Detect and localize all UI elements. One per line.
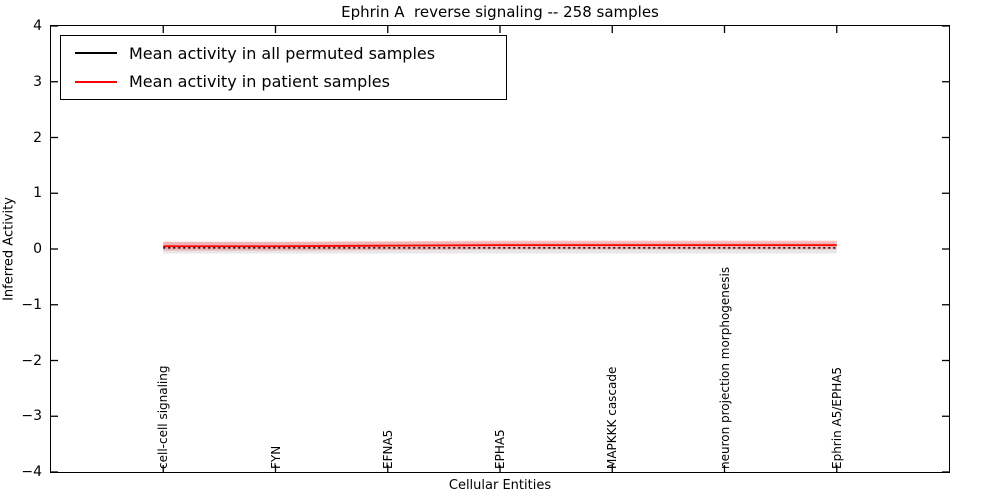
axis-ticks xyxy=(51,25,949,473)
y-axis-label: Inferred Activity xyxy=(1,197,17,301)
y-tick-label: 0 xyxy=(33,241,42,257)
y-tick-label: 2 xyxy=(33,129,42,146)
y-tick-label: −4 xyxy=(21,464,42,480)
patient-mean-line xyxy=(163,244,837,248)
x-tick-label: EPHA5 xyxy=(493,429,507,469)
x-tick-label: cell-cell signaling xyxy=(156,365,171,470)
y-tick-label: 1 xyxy=(33,185,42,202)
y-tick-label: −3 xyxy=(21,408,42,425)
y-tick-label: 3 xyxy=(33,73,42,90)
chart-title: Ephrin A reverse signaling -- 258 sample… xyxy=(341,3,659,21)
x-tick-label: Ephrin A5/EPHA5 xyxy=(829,366,844,469)
x-axis-label: Cellular Entities xyxy=(448,478,552,493)
x-tick-label: EFNA5 xyxy=(380,429,395,469)
legend-entry: Mean activity in all permuted samples xyxy=(61,39,506,67)
x-tick-label: MAPKKK cascade xyxy=(605,366,620,469)
legend-entry: Mean activity in patient samples xyxy=(61,68,506,96)
legend-label-patient: Mean activity in patient samples xyxy=(129,72,390,92)
legend-label-permuted: Mean activity in all permuted samples xyxy=(129,43,436,63)
x-tick-label: FYN xyxy=(268,445,283,469)
legend-line-sample-permuted xyxy=(75,52,117,55)
y-tick-label: 4 xyxy=(33,18,42,34)
plot-canvas xyxy=(51,25,949,473)
y-tick-label: −2 xyxy=(21,352,42,369)
legend: Mean activity in all permuted samples Me… xyxy=(60,35,507,100)
x-tick-label: neuron projection morphogenesis xyxy=(717,266,732,469)
legend-line-sample-patient xyxy=(75,80,117,83)
y-tick-label: −1 xyxy=(21,296,42,313)
